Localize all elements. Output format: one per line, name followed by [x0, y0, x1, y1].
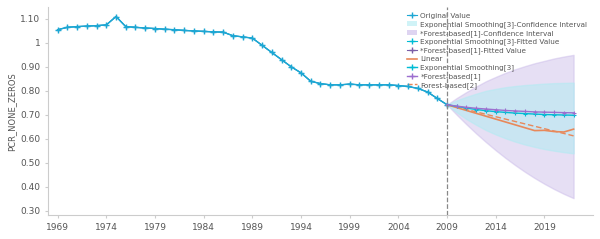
Legend: Original Value, Exponential Smoothing[3]-Confidence Interval, *Forest-based[1]-C: Original Value, Exponential Smoothing[3]… — [404, 11, 589, 91]
Y-axis label: PCR_NONE_ZEROS: PCR_NONE_ZEROS — [7, 72, 16, 151]
